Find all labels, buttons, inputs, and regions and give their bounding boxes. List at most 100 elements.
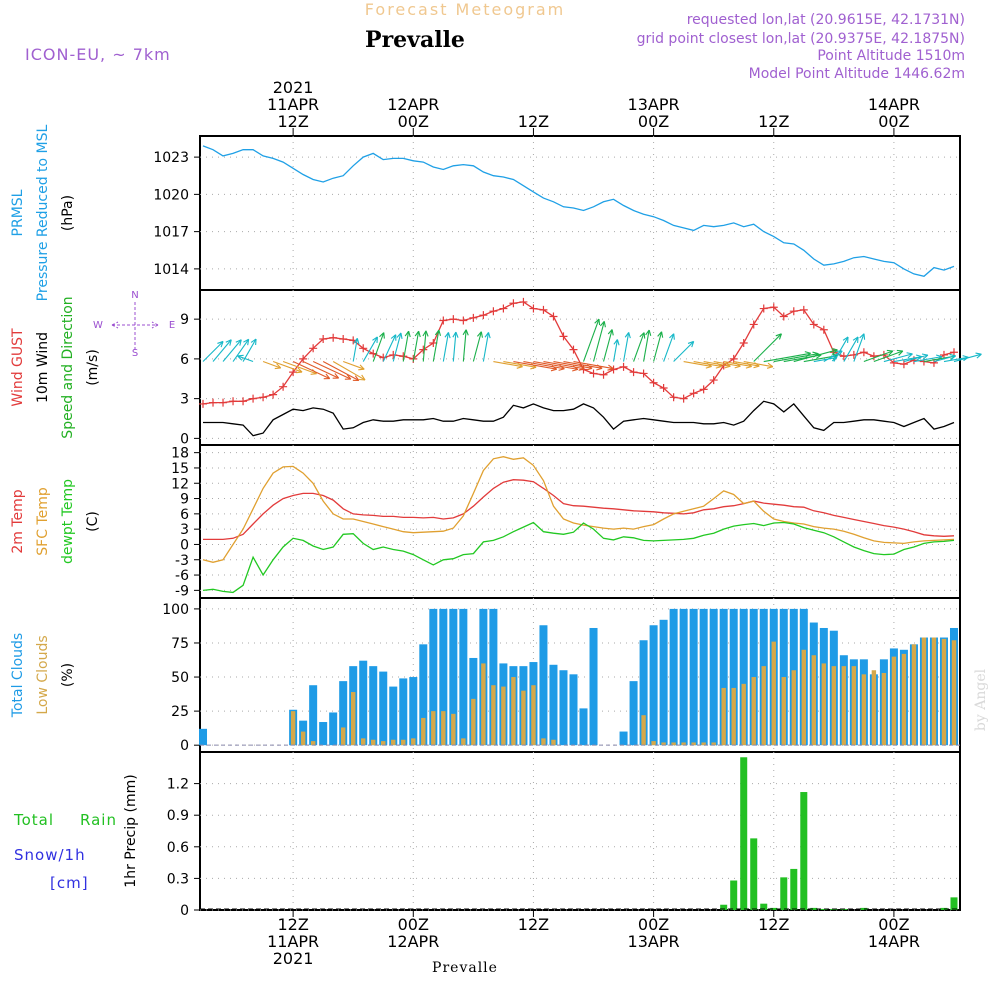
wind-direction-arrowhead <box>353 337 360 345</box>
precip-legend-label: Snow/1h <box>14 846 86 864</box>
total-clouds-bar <box>429 608 438 746</box>
wind-direction-arrowhead <box>775 333 782 340</box>
wind-direction-arrowhead <box>836 350 843 357</box>
wind-direction-arrow <box>242 338 257 362</box>
wind-axis-label: Speed and Direction <box>60 296 76 438</box>
bottom-time-label: 2021 <box>273 949 314 968</box>
wind-direction-arrow <box>653 331 663 362</box>
top-time-label: 00Z <box>878 112 909 131</box>
precip-bar <box>860 907 868 910</box>
wind-gust-point <box>549 312 558 321</box>
low-clouds-bar <box>411 738 416 746</box>
wind-direction-arrow <box>513 360 557 370</box>
low-clouds-bar <box>511 677 516 746</box>
wind-direction-arrow <box>482 332 490 362</box>
compass-label: N <box>131 290 138 301</box>
wind-direction-arrow <box>703 360 731 367</box>
clouds-tick-label: 75 <box>171 636 189 652</box>
wind-direction-arrow <box>602 329 613 362</box>
wind-gust-point <box>469 313 478 322</box>
pressure-tick-label: 1023 <box>153 150 189 166</box>
precip-bar <box>820 908 828 910</box>
wind-gust-point <box>789 307 798 316</box>
model-altitude: Model Point Altitude 1446.62m <box>749 66 965 82</box>
wind-tick-label: 9 <box>180 312 189 328</box>
precip-tick-label: 0.3 <box>167 871 189 887</box>
total-clouds-bar <box>739 608 748 746</box>
wind-direction-arrowhead <box>906 352 913 359</box>
wind-tick-label: 0 <box>180 431 189 447</box>
wind-direction-arrow <box>763 352 811 363</box>
total-clouds-bar <box>459 608 468 746</box>
clouds-tick-label: 0 <box>180 738 189 754</box>
wind-direction-arrowhead <box>404 330 411 338</box>
wind-direction-arrow <box>312 361 352 380</box>
wind-direction-arrow <box>953 353 982 363</box>
top-time-label: 12Z <box>277 112 308 131</box>
low-clouds-bar <box>541 738 546 746</box>
wind-direction-arrowhead <box>607 364 614 371</box>
precip-bar <box>740 757 748 910</box>
low-clouds-bar <box>531 685 536 746</box>
wind-direction-arrow <box>913 356 943 363</box>
wind-gust-point <box>809 320 818 329</box>
low-clouds-bar <box>551 739 556 746</box>
chart-title: Forecast Meteogram <box>365 0 565 19</box>
total-clouds-bar <box>319 722 328 746</box>
wind-direction-arrow <box>633 332 645 362</box>
wind-direction-arrow <box>493 360 523 368</box>
low-clouds-bar <box>681 742 686 746</box>
wind-direction-arrowhead <box>225 339 232 346</box>
total-clouds-bar <box>439 608 448 746</box>
wind-gust-point <box>619 362 628 371</box>
low-clouds-bar <box>471 698 476 746</box>
wind-gust-point <box>259 393 268 402</box>
low-clouds-bar <box>821 663 827 746</box>
wind-direction-arrowhead <box>859 333 866 340</box>
wind-direction-arrowhead <box>462 329 469 336</box>
wind-direction-arrowhead <box>352 375 360 382</box>
wind-direction-arrowhead <box>396 332 403 339</box>
wind-direction-arrow <box>753 333 782 362</box>
low-clouds-bar <box>701 742 706 746</box>
wind-direction-arrow <box>693 360 722 368</box>
wind-gust-point <box>279 382 288 391</box>
wind-direction-arrow <box>543 360 585 370</box>
wind-10m-line <box>203 400 955 437</box>
wind-gust-point <box>239 397 248 406</box>
wind-tick-label: 3 <box>180 392 189 408</box>
wind-gust-point <box>759 304 768 313</box>
temp-tick-label: -9 <box>175 583 189 599</box>
wind-direction-arrow <box>843 336 859 362</box>
wind-gust-point <box>629 368 638 377</box>
wind-gust-point <box>679 394 688 403</box>
wind-gust-point <box>749 320 758 329</box>
wind-gust-point <box>379 353 388 362</box>
low-clouds-bar <box>801 649 806 746</box>
precip-bar <box>730 880 738 910</box>
wind-direction-arrow <box>883 353 913 363</box>
wind-direction-arrowhead <box>274 363 282 370</box>
wind-direction-arrow <box>322 361 360 381</box>
total-clouds-bar <box>489 608 498 746</box>
wind-gust-point <box>229 397 238 406</box>
low-clouds-bar <box>881 672 887 746</box>
total-clouds-bar <box>559 670 568 746</box>
wind-gust-point <box>559 332 568 341</box>
total-clouds-bar <box>639 640 648 746</box>
wind-direction-arrow <box>362 336 378 362</box>
wind-direction-arrow <box>573 360 614 370</box>
pressure-tick-label: 1020 <box>153 187 189 203</box>
wind-direction-arrowhead <box>372 336 378 343</box>
wind-gust-point <box>819 325 828 334</box>
total-clouds-bar <box>699 608 708 746</box>
precip-legend-label: Total <box>13 811 54 829</box>
wind-gust-point <box>389 350 398 359</box>
bottom-time-label: 13APR <box>628 932 680 951</box>
total-clouds-bar <box>359 660 368 746</box>
wind-direction-arrowhead <box>237 354 244 361</box>
model-label: ICON-EU, ~ 7km <box>25 45 171 64</box>
wind-direction-arrow <box>563 360 603 369</box>
wind-direction-arrow <box>592 321 605 362</box>
